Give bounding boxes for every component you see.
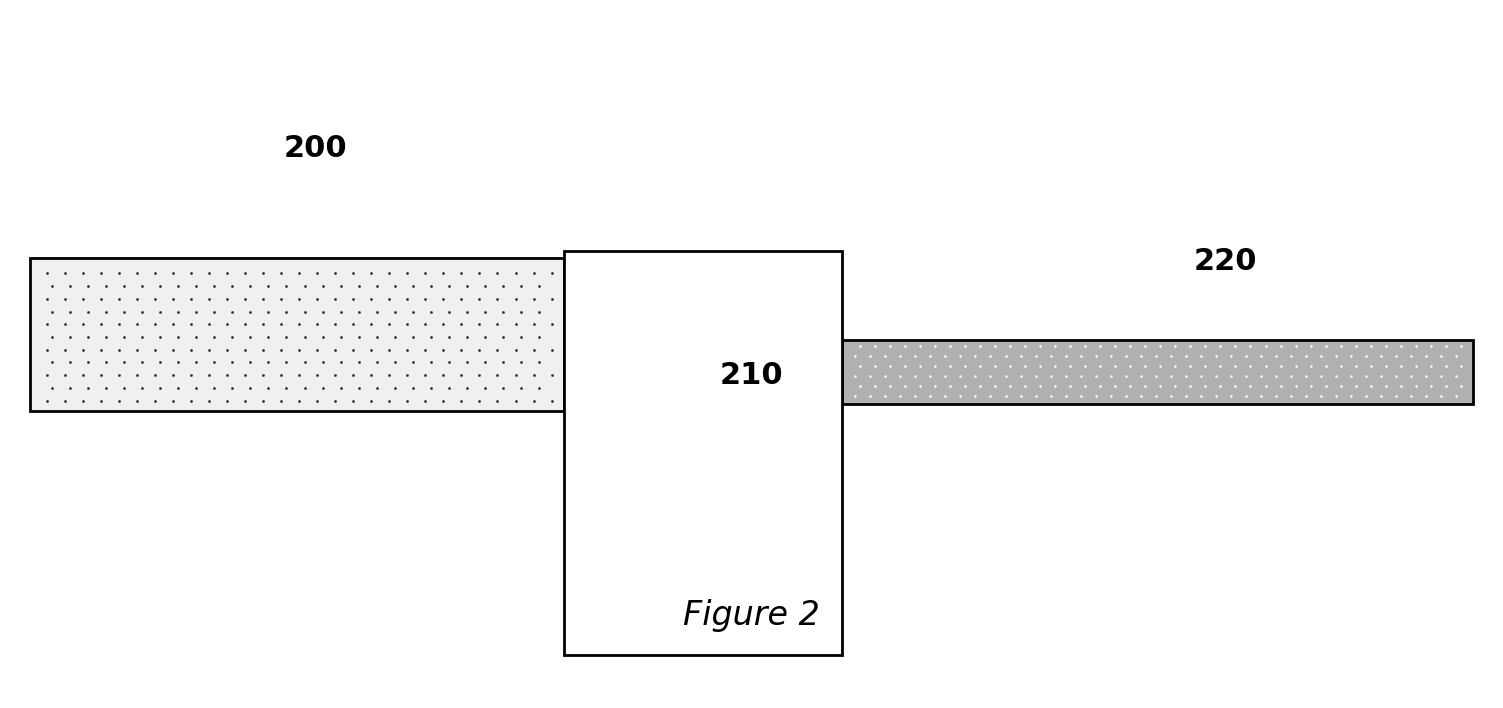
Text: 220: 220 [1193, 248, 1257, 276]
Bar [564, 251, 842, 655]
Bar [842, 340, 1473, 404]
Text: 200: 200 [284, 135, 347, 163]
Bar [30, 258, 564, 411]
Text: Figure 2: Figure 2 [682, 600, 821, 632]
Text: 210: 210 [720, 361, 783, 389]
